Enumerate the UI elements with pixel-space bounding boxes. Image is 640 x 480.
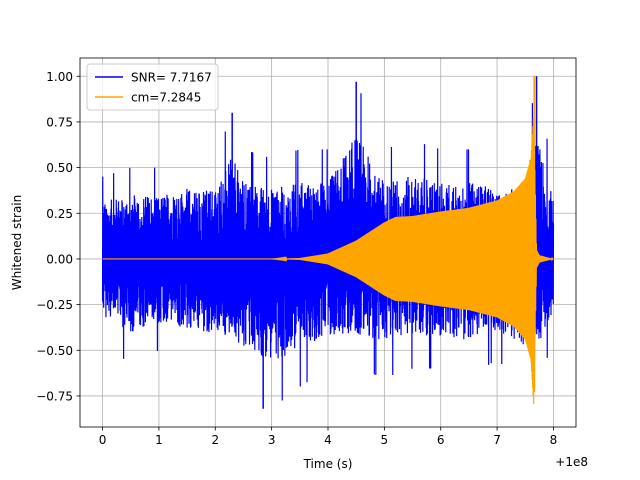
x-tick-label-3: 3	[268, 433, 276, 447]
x-tick-label-0: 0	[99, 433, 107, 447]
legend-box	[86, 63, 219, 111]
y-axis-label: Whitened strain	[10, 195, 24, 291]
y-tick-label-5: 0.50	[46, 161, 73, 175]
ticks: 0 1 2 3 4 5 6 7 8 −0.75 −0.50 −0.25 0.00 0.25 0.50 0.75…	[36, 70, 557, 447]
y-tick-label-3: 0.00	[46, 252, 73, 266]
y-tick-label-6: 0.75	[46, 115, 73, 129]
x-tick-label-2: 2	[211, 433, 219, 447]
x-tick-label-4: 4	[324, 433, 332, 447]
y-tick-label-0: −0.75	[36, 389, 73, 403]
x-tick-label-8: 8	[550, 433, 558, 447]
x-tick-label-6: 6	[437, 433, 445, 447]
x-tick-label-5: 5	[381, 433, 389, 447]
y-tick-label-4: 0.25	[46, 207, 73, 221]
legend-entry-cm: cm=7.2845	[131, 91, 201, 105]
y-tick-label-7: 1.00	[46, 70, 73, 84]
x-axis-label: Time (s)	[303, 457, 353, 471]
x-tick-label-7: 7	[493, 433, 501, 447]
x-tick-label-1: 1	[155, 433, 163, 447]
y-tick-label-2: −0.25	[36, 298, 73, 312]
y-tick-label-1: −0.50	[36, 344, 73, 358]
plot-area	[101, 76, 555, 409]
legend-entry-snr: SNR= 7.7167	[131, 71, 212, 85]
legend: SNR= 7.7167 cm=7.2845	[86, 63, 219, 111]
x-offset-label: +1e8	[555, 455, 588, 469]
series-cm-line	[102, 118, 554, 404]
